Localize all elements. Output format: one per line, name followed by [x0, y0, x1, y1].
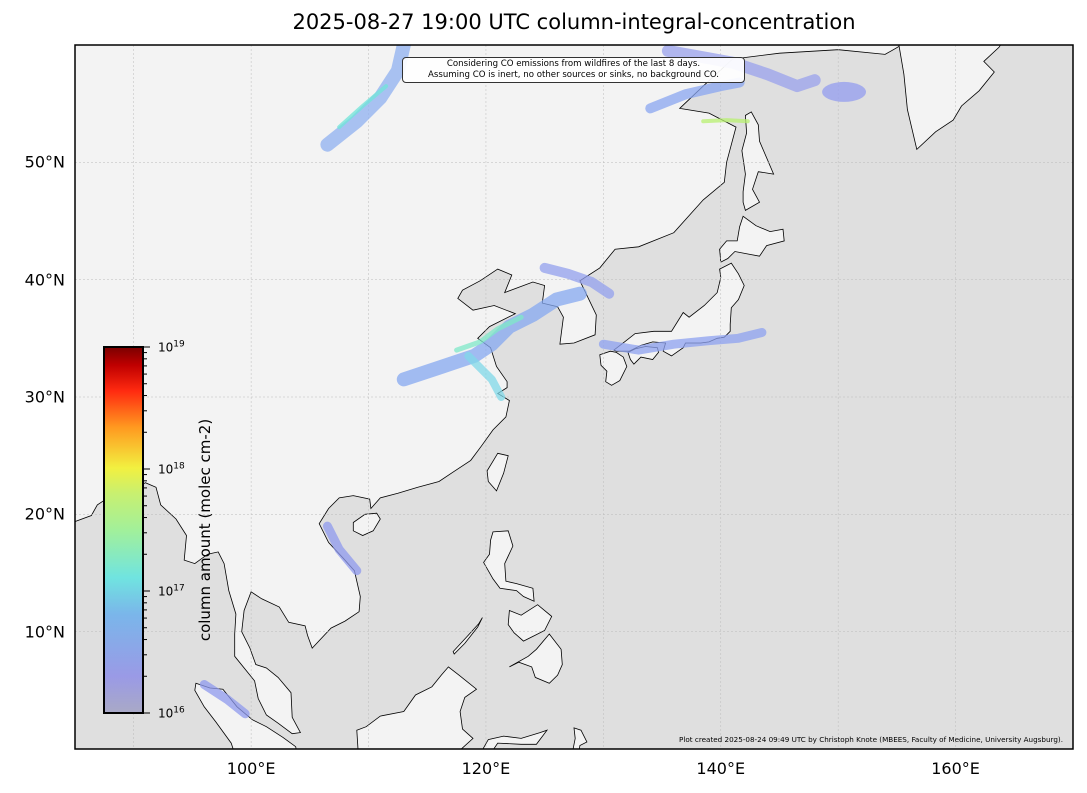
smoke-plume-okhotsk-blob: [822, 81, 867, 102]
colorbar-tick-label: 1018: [158, 462, 185, 477]
landmass-luzon: [483, 530, 535, 602]
tick-base: 10: [158, 706, 174, 721]
colorbar-label: column amount (molec cm-2): [196, 418, 214, 642]
smoke-plume-siberia-north: [320, 45, 411, 152]
landmass-palawan: [452, 617, 483, 655]
landmass-visayas: [507, 604, 553, 642]
landmass-asia-mainland: [75, 45, 1010, 735]
smoke-plume-china-coast: [464, 351, 506, 401]
annotation-line-1: Considering CO emissions from wildfires …: [446, 59, 701, 69]
lon-label: 160°E: [931, 759, 980, 778]
smoke-plume-indochina: [322, 521, 362, 576]
annotation-line-2: Assuming CO is inert, no other sources o…: [428, 70, 719, 80]
lat-label: 20°N: [24, 504, 65, 524]
smoke-plume-japan-south: [598, 328, 767, 355]
landmass-taiwan: [486, 452, 509, 492]
annotation-box: Considering CO emissions from wildfires …: [402, 57, 745, 83]
plot-title: 2025-08-27 19:00 UTC column-integral-con…: [292, 10, 856, 34]
smoke-plume-yellow-sea: [396, 286, 587, 387]
landmass-hainan: [352, 512, 381, 536]
smoke-plume-okhotsk-west: [645, 77, 745, 114]
smoke-plume-siberia-core: [337, 84, 389, 130]
lat-label: 50°N: [24, 152, 65, 172]
lon-label: 100°E: [226, 759, 276, 778]
landmass-halmahera: [572, 727, 588, 749]
smoke-plume-malaysia: [199, 680, 250, 719]
lon-label: 140°E: [696, 759, 746, 778]
lat-label: 10°N: [24, 622, 65, 642]
tick-base: 10: [158, 340, 174, 355]
map-frame: [74, 44, 1074, 750]
lon-label: 120°E: [461, 759, 511, 778]
colorbar-tick-label: 1016: [158, 706, 185, 721]
tick-exponent: 16: [173, 705, 185, 716]
landmass-kyushu: [599, 350, 628, 386]
colorbar: [103, 346, 144, 714]
colorbar-tick-label: 1017: [158, 584, 185, 599]
landmass-kamchatka: [898, 45, 1002, 151]
smoke-plume-yellow-sea-core: [454, 314, 524, 353]
landmass-borneo: [356, 666, 478, 749]
landmass-sakhalin: [741, 111, 775, 212]
smoke-plume-okhotsk-core: [701, 118, 750, 124]
landmass-sulawesi: [482, 729, 549, 749]
tick-exponent: 18: [173, 461, 185, 472]
lat-label: 40°N: [24, 270, 65, 290]
credit-text: Plot created 2025-08-24 09:49 UTC by Chr…: [679, 735, 1063, 744]
colorbar-tick-label: 1019: [158, 340, 185, 355]
landmass-mindanao: [509, 633, 563, 684]
tick-base: 10: [158, 462, 174, 477]
tick-exponent: 19: [173, 339, 185, 350]
landmass-hokkaido: [719, 215, 785, 263]
smoke-plume-korea: [539, 262, 615, 299]
tick-base: 10: [158, 584, 174, 599]
lat-label: 30°N: [24, 387, 65, 407]
tick-exponent: 17: [173, 583, 185, 594]
